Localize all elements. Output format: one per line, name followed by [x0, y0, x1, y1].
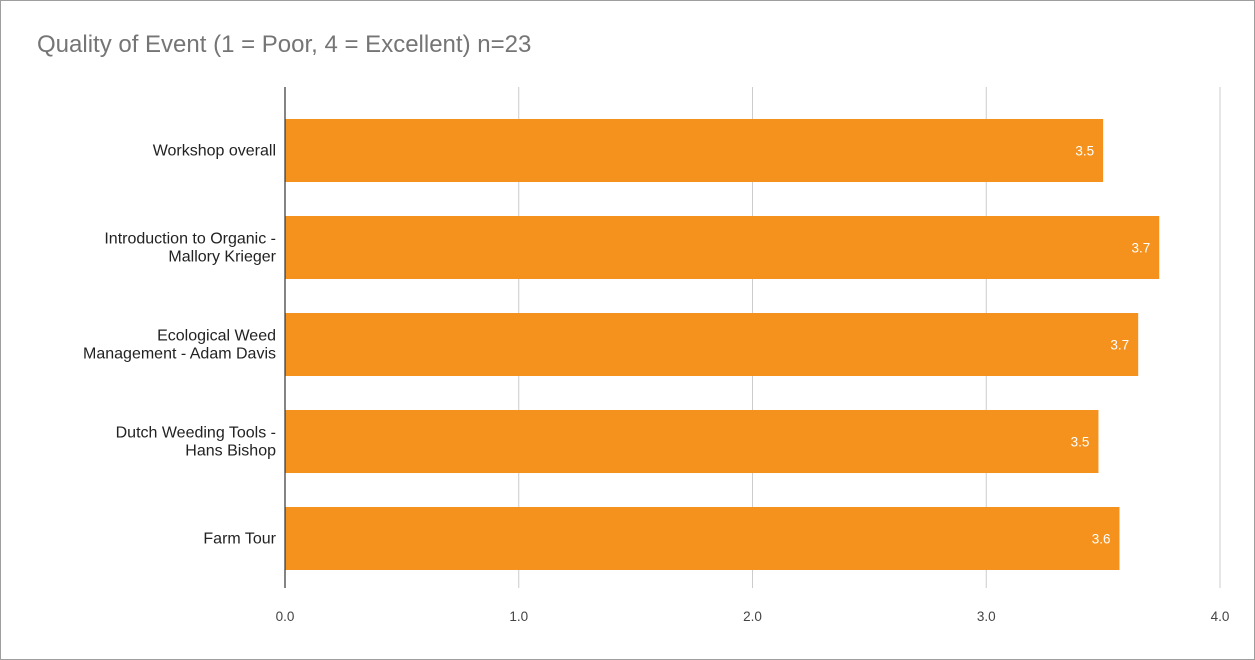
value-label: 3.5	[1075, 144, 1094, 159]
category-label: Hans Bishop	[185, 443, 276, 460]
category-label: Farm Tour	[203, 531, 276, 548]
category-label: Mallory Krieger	[168, 249, 276, 266]
x-tick-label: 1.0	[509, 609, 528, 624]
value-label: 3.5	[1071, 435, 1090, 450]
bar	[285, 507, 1120, 570]
bar	[285, 119, 1104, 182]
bar	[285, 313, 1139, 376]
x-tick-label: 2.0	[743, 609, 762, 624]
chart-title: Quality of Event (1 = Poor, 4 = Excellen…	[37, 31, 532, 58]
category-label: Ecological Weed	[157, 328, 276, 345]
category-label: Dutch Weeding Tools -	[116, 425, 276, 442]
bar	[285, 410, 1099, 473]
category-label: Workshop overall	[153, 143, 276, 160]
value-label: 3.6	[1092, 532, 1111, 547]
x-tick-label: 4.0	[1211, 609, 1230, 624]
value-label: 3.7	[1110, 338, 1129, 353]
x-tick-label: 3.0	[977, 609, 996, 624]
bar	[285, 216, 1160, 279]
value-label: 3.7	[1131, 241, 1150, 256]
category-label: Management - Adam Davis	[83, 346, 276, 363]
category-label: Introduction to Organic -	[104, 231, 276, 248]
x-tick-label: 0.0	[276, 609, 295, 624]
